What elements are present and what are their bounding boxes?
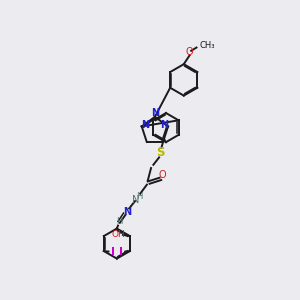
Text: N: N: [132, 195, 140, 205]
Text: I: I: [118, 247, 123, 256]
Text: OH: OH: [112, 230, 126, 239]
Text: O: O: [159, 170, 167, 180]
Text: O: O: [186, 47, 194, 57]
Text: H: H: [116, 217, 122, 226]
Text: N: N: [141, 120, 149, 130]
Text: N: N: [123, 207, 131, 217]
Text: I: I: [111, 247, 115, 256]
Text: N: N: [160, 120, 169, 130]
Text: S: S: [157, 146, 165, 159]
Text: H: H: [136, 192, 143, 201]
Text: N: N: [151, 108, 159, 118]
Text: CH₃: CH₃: [200, 41, 215, 50]
